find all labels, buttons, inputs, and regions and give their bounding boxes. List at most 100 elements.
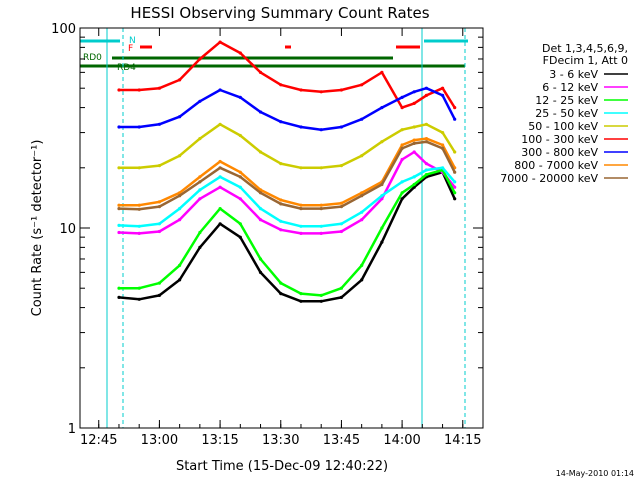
series-6-point — [279, 83, 283, 87]
series-8-point — [400, 143, 404, 147]
legend-label-3: 12 - 25 keV — [535, 94, 598, 107]
series-2-point — [238, 197, 242, 201]
series-7-point — [441, 93, 445, 97]
series-4-point — [198, 188, 202, 192]
series-5-point — [137, 166, 141, 170]
footer-timestamp: 14-May-2010 01:14 — [556, 469, 634, 478]
series-7-point — [360, 117, 364, 121]
series-6-point — [319, 90, 323, 94]
legend-label-1: 3 - 6 keV — [549, 68, 598, 81]
x-tick-label: 13:00 — [141, 433, 178, 448]
series-7-point — [424, 86, 428, 90]
x-tick-label: 12:45 — [80, 433, 117, 448]
legend-label-6: 100 - 300 keV — [521, 133, 598, 146]
series-5-point — [299, 166, 303, 170]
series-5-point — [453, 150, 457, 154]
x-tick-label: 14:15 — [444, 433, 481, 448]
series-1-point — [400, 197, 404, 201]
x-axis-label: Start Time (15-Dec-09 12:40:22) — [176, 459, 388, 474]
series-1-point — [380, 240, 384, 244]
series-9-point — [198, 180, 202, 184]
legend-label-5: 50 - 100 keV — [528, 120, 598, 133]
series-5-point — [424, 122, 428, 126]
series-8-point — [157, 200, 161, 204]
series-7-point — [218, 88, 222, 92]
series-2-point — [319, 231, 323, 235]
series-3-point — [319, 293, 323, 297]
series-4-point — [380, 194, 384, 198]
series-6-point — [299, 88, 303, 92]
series-3-point — [238, 222, 242, 226]
axes: 12:45 13:00 13:15 13:30 13:45 14:00 14:15 1 10 10… — [51, 22, 484, 448]
series-9-point — [380, 182, 384, 187]
series-6-point — [218, 40, 222, 44]
series-9-point — [218, 166, 222, 170]
series-1-point — [117, 295, 121, 299]
series-2-point — [400, 157, 404, 162]
series-2-point — [424, 162, 428, 166]
series-6-point — [339, 88, 343, 92]
series-8-point — [117, 203, 121, 207]
series-5-point — [258, 150, 263, 154]
x-tick-label: 13:15 — [201, 433, 238, 448]
series-3-point — [380, 226, 384, 230]
series-2-point — [157, 229, 161, 234]
series-1-point — [279, 292, 283, 296]
series-5-point — [441, 131, 445, 135]
series-2-point — [279, 228, 283, 232]
legend-label-4: 25 - 50 keV — [535, 107, 598, 120]
series-1-point — [299, 299, 303, 303]
series-4-point — [117, 223, 121, 227]
legend-label-8: 800 - 7000 keV — [514, 159, 598, 172]
series-5-point — [400, 128, 404, 132]
series-1-point — [258, 270, 263, 274]
series-8-point — [279, 198, 283, 202]
series-8-point — [360, 191, 364, 195]
series-6-point — [137, 88, 141, 92]
series-7-point — [412, 90, 416, 94]
series-3-point — [339, 286, 343, 290]
series-7-point — [198, 99, 202, 103]
legend-header-line-1: Det 1,3,4,5,6,9, — [542, 42, 628, 55]
series-7-point — [279, 120, 283, 124]
series-9-point — [117, 207, 121, 211]
series-8-point — [218, 159, 222, 164]
series-4-point — [137, 224, 141, 228]
series-5-point — [360, 154, 364, 158]
series-6-point — [178, 78, 182, 82]
series-4-point — [339, 222, 343, 226]
flag-label-rd0: RD0 — [83, 53, 102, 63]
series-5-point — [380, 140, 384, 144]
series-9-point — [424, 140, 428, 144]
series-5-point — [279, 162, 283, 166]
series-8-point — [339, 201, 343, 205]
plot-frame — [79, 27, 484, 429]
series-1-point — [137, 297, 141, 301]
series-1-point — [178, 278, 182, 282]
series-6-point — [441, 86, 445, 90]
series-4-point — [238, 185, 242, 189]
series-6-point — [453, 106, 457, 110]
series-4-point — [441, 166, 445, 170]
series-line-6 — [119, 40, 456, 109]
series-9-point — [319, 207, 323, 211]
series-8-point — [441, 143, 445, 147]
series-2-point — [360, 218, 364, 222]
series-4-point — [218, 175, 222, 179]
series-4-point — [319, 224, 323, 228]
series-5-point — [238, 133, 242, 138]
series-7-point — [157, 122, 161, 126]
series-8-point — [412, 138, 416, 142]
series-7-point — [137, 125, 141, 129]
series-7-point — [178, 115, 182, 119]
series-7-point — [453, 117, 457, 121]
series-3-point — [299, 292, 303, 296]
series-4-point — [178, 207, 182, 211]
series-4-point — [424, 168, 428, 172]
series-9-point — [258, 191, 263, 195]
series-8-point — [424, 137, 428, 141]
series-5-point — [218, 122, 222, 126]
series-2-point — [117, 230, 121, 235]
series-7-point — [299, 125, 303, 129]
